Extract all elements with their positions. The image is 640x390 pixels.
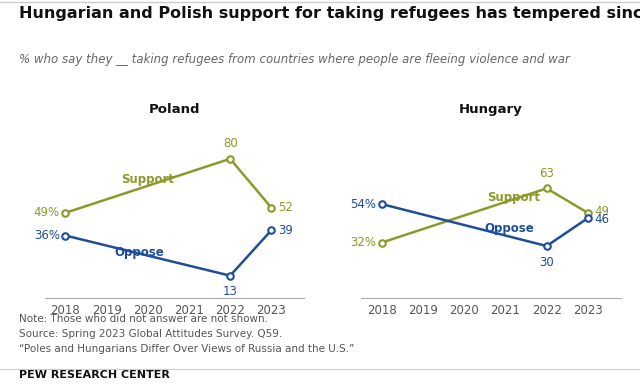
- Text: 30: 30: [540, 256, 554, 269]
- Text: 52: 52: [278, 201, 293, 214]
- Point: [583, 210, 593, 216]
- Point: [60, 232, 70, 239]
- Text: Hungarian and Polish support for taking refugees has tempered since 2022: Hungarian and Polish support for taking …: [19, 6, 640, 21]
- Point: [583, 215, 593, 221]
- Text: 32%: 32%: [350, 236, 376, 249]
- Text: Note: Those who did not answer are not shown.: Note: Those who did not answer are not s…: [19, 314, 268, 324]
- Text: Poland: Poland: [148, 103, 200, 116]
- Text: 36%: 36%: [34, 229, 60, 242]
- Text: 54%: 54%: [350, 198, 376, 211]
- Point: [225, 156, 236, 162]
- Text: % who say they __ taking refugees from countries where people are fleeing violen: % who say they __ taking refugees from c…: [19, 53, 570, 66]
- Text: Hungary: Hungary: [459, 103, 523, 116]
- Point: [377, 201, 387, 207]
- Text: 49%: 49%: [34, 206, 60, 219]
- Point: [541, 185, 552, 191]
- Text: 13: 13: [223, 285, 237, 298]
- Point: [266, 227, 276, 234]
- Text: PEW RESEARCH CENTER: PEW RESEARCH CENTER: [19, 370, 170, 380]
- Point: [377, 239, 387, 246]
- Text: Source: Spring 2023 Global Attitudes Survey. Q59.: Source: Spring 2023 Global Attitudes Sur…: [19, 329, 282, 339]
- Point: [60, 210, 70, 216]
- Point: [541, 243, 552, 249]
- Text: 49: 49: [595, 205, 610, 218]
- Point: [225, 273, 236, 279]
- Text: 39: 39: [278, 224, 293, 237]
- Text: Oppose: Oppose: [484, 222, 534, 235]
- Text: 46: 46: [595, 213, 610, 226]
- Text: Support: Support: [487, 191, 540, 204]
- Text: Oppose: Oppose: [115, 246, 164, 259]
- Text: 63: 63: [540, 167, 554, 180]
- Text: 80: 80: [223, 137, 237, 151]
- Text: Support: Support: [121, 173, 174, 186]
- Point: [266, 204, 276, 211]
- Text: “Poles and Hungarians Differ Over Views of Russia and the U.S.”: “Poles and Hungarians Differ Over Views …: [19, 344, 355, 354]
